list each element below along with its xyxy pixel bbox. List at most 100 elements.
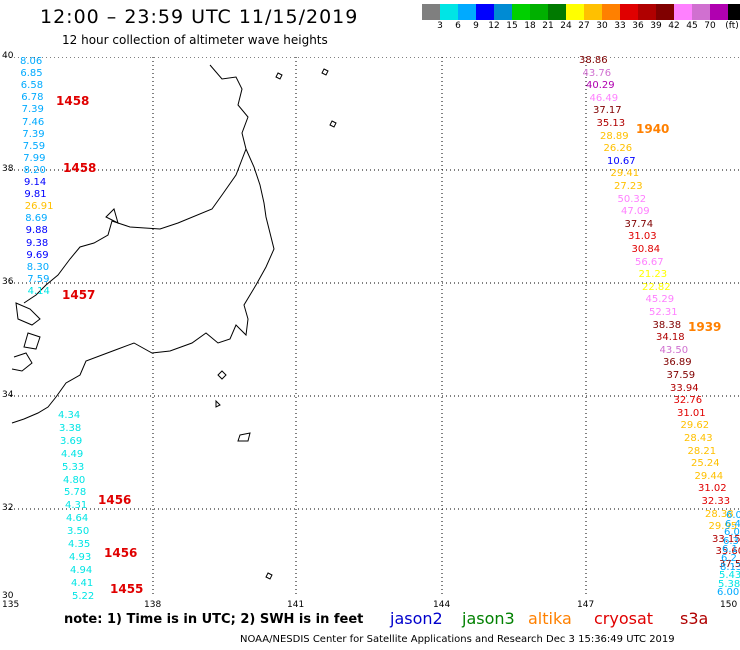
pass-time-label: 1939	[688, 320, 722, 334]
wave-height-obs: 8.06	[20, 56, 43, 67]
wave-height-obs: 26.26	[603, 143, 633, 155]
color-scale-swatch	[566, 4, 584, 20]
wave-height-obs: 10.67	[607, 155, 636, 167]
pass-time-label: 1457	[62, 288, 96, 302]
wave-height-obs: 25.24	[691, 458, 720, 470]
wave-height-obs: 6.3	[723, 535, 739, 547]
color-scale-swatch	[620, 4, 638, 20]
lon-label-147: 147	[577, 600, 595, 610]
wave-height-obs: 6.58	[20, 80, 44, 92]
color-scale-tick: 33	[614, 21, 626, 31]
wave-height-obs: 4.14	[27, 285, 50, 297]
wave-height-obs: 6.2	[721, 553, 737, 564]
wave-height-obs: 5.78	[64, 487, 87, 499]
wave-height-obs: 5.22	[72, 590, 95, 602]
wave-height-obs: 47.09	[621, 206, 650, 218]
color-scale-tick: 45	[686, 21, 698, 31]
color-scale-swatch	[422, 4, 440, 20]
wave-height-obs: 38.86	[579, 55, 608, 66]
wave-height-obs: 7.39	[22, 128, 45, 140]
wave-height-obs: 37.59	[666, 370, 696, 381]
color-scale-swatch	[656, 4, 674, 20]
lat-label-32: 32	[2, 503, 14, 513]
credit-line: NOAA/NESDIS Center for Satellite Applica…	[240, 634, 675, 645]
wave-height-obs: 4.64	[66, 513, 89, 525]
lat-label-34: 34	[2, 390, 14, 400]
color-scale-swatch	[692, 4, 710, 20]
lon-label-138: 138	[144, 600, 162, 610]
wave-height-obs: 31.03	[628, 231, 657, 243]
wave-height-obs: 9.81	[24, 189, 47, 201]
lon-label-135: 135	[2, 600, 20, 610]
units-note: note: 1) Time is in UTC; 2) SWH is in fe…	[64, 612, 364, 627]
pass-time-label: 1455	[110, 582, 144, 596]
wave-height-obs: 50.32	[617, 193, 647, 205]
wave-height-obs: 8.30	[26, 261, 50, 273]
wave-height-obs: 28.21	[687, 445, 717, 457]
wave-height-obs: 56.67	[635, 256, 664, 268]
wave-height-obs: 9.88	[25, 225, 48, 237]
color-scale-tick: 12	[488, 21, 500, 31]
wave-height-obs: 4.94	[70, 564, 93, 576]
pass-time-label: 1458	[63, 161, 97, 175]
color-scale-tick: 18	[524, 21, 536, 31]
wave-height-obs: 26.91	[24, 201, 54, 213]
color-scale-tick: 27	[578, 21, 590, 31]
wave-height-map: 40 38 36 34 32 30 135 138 141 144 147 15…	[2, 51, 740, 610]
wave-height-obs: 6.0	[726, 510, 740, 521]
map-canvas	[10, 57, 740, 596]
wave-height-obs: 8.69	[25, 213, 48, 225]
wave-height-obs: 32.33	[701, 496, 731, 507]
color-scale-tick: 36	[632, 21, 644, 31]
wave-height-obs: 21.23	[638, 269, 668, 281]
satellite-legend-altika: altika	[528, 609, 572, 628]
color-scale-swatch	[728, 4, 740, 20]
wave-height-obs: 34.18	[656, 332, 685, 344]
map-subtitle: 12 hour collection of altimeter wave hei…	[62, 33, 328, 47]
wave-height-obs: 4.34	[58, 410, 81, 421]
wave-height-obs: 52.31	[649, 307, 678, 318]
coastline	[11, 64, 337, 580]
wave-height-obs: 46.49	[589, 92, 619, 104]
wave-height-obs: 7.99	[23, 152, 46, 164]
wave-height-obs: 30.84	[631, 244, 661, 255]
wave-height-obs: 45.29	[645, 294, 675, 306]
wave-height-obs: 7.59	[27, 273, 50, 285]
wave-height-obs: 35.13	[596, 118, 626, 129]
wave-height-obs: 4.93	[69, 551, 92, 563]
wave-height-obs: 5.43	[719, 570, 740, 582]
color-scale-swatch	[494, 4, 512, 20]
color-scale-tick: 15	[506, 21, 518, 31]
pass-time-label: 1940	[636, 122, 670, 136]
color-scale-swatch	[584, 4, 602, 20]
color-scale-swatch	[530, 4, 548, 20]
wave-height-obs: 5.33	[62, 461, 85, 473]
wave-height-obs: 43.76	[582, 67, 612, 79]
wave-height-obs: 4.41	[71, 577, 94, 589]
color-scale-swatch	[602, 4, 620, 20]
lon-label-150: 150	[720, 600, 738, 610]
color-scale-tick: (ft)	[725, 21, 739, 31]
wave-height-obs: 28.89	[600, 130, 629, 142]
wave-height-obs: 9.69	[26, 249, 49, 261]
color-scale-tick: 21	[542, 21, 554, 31]
color-scale-tick: 30	[596, 21, 608, 31]
wave-height-obs: 6.00	[717, 587, 740, 599]
wave-height-obs: 31.02	[698, 483, 727, 495]
color-scale-tick: 3	[437, 21, 443, 31]
wave-height-obs: 29.41	[610, 168, 640, 180]
color-scale-ticks: 3 6 9 12 15 18 21 24 27 30 33 36 39 42 45 70 (ft)	[422, 21, 740, 35]
wave-height-obs: 3.50	[67, 526, 90, 538]
color-scale-swatch	[440, 4, 458, 20]
wave-height-obs: 4.31	[65, 500, 88, 512]
color-scale-swatch	[476, 4, 494, 20]
color-scale-swatch	[512, 4, 530, 20]
satellite-legend-cryosat: cryosat	[594, 609, 654, 628]
lon-label-141: 141	[287, 600, 305, 610]
color-scale-swatch	[548, 4, 566, 20]
pass-time-label: 1456	[98, 493, 132, 507]
wave-height-obs: 37.5	[719, 559, 740, 570]
wave-height-obs: 7.39	[21, 104, 44, 116]
wave-height-obs: 40.29	[586, 80, 615, 92]
satellite-legend-s3a: s3a	[680, 609, 709, 628]
